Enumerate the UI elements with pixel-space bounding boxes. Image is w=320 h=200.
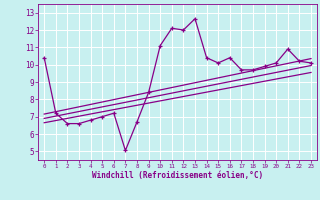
X-axis label: Windchill (Refroidissement éolien,°C): Windchill (Refroidissement éolien,°C) — [92, 171, 263, 180]
